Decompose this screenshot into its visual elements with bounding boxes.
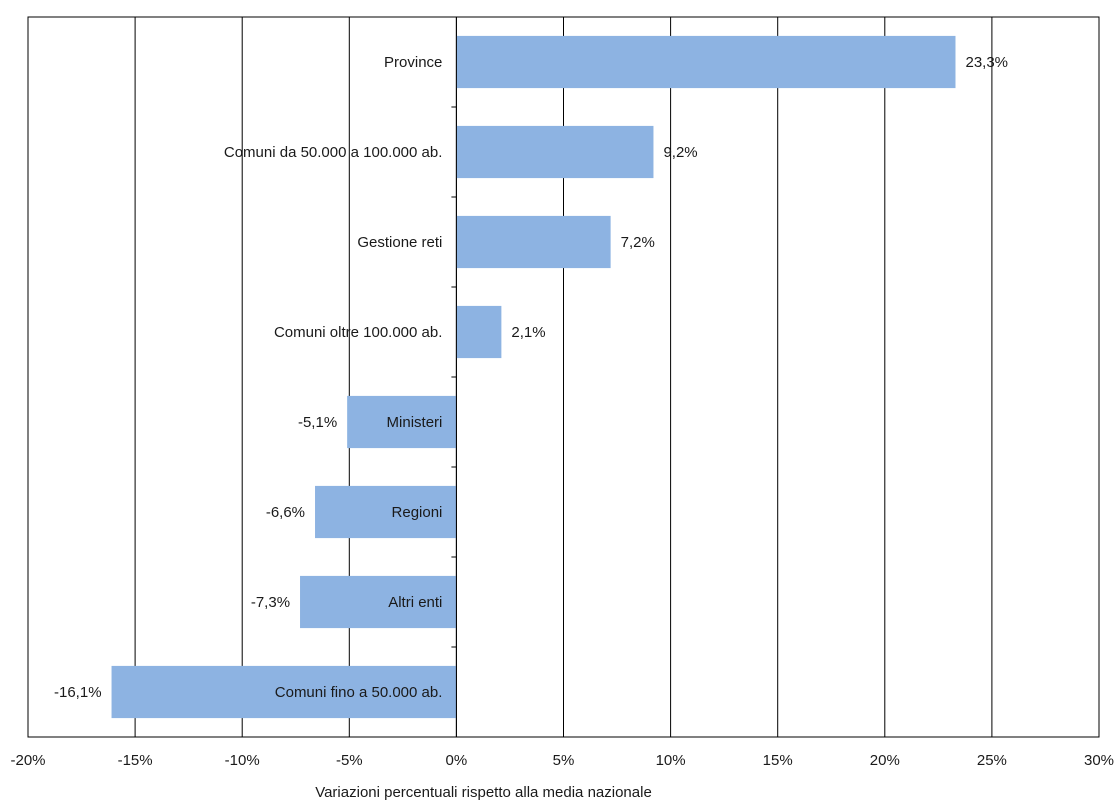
category-label-5: Regioni [392, 504, 443, 521]
data-label-0: 23,3% [965, 54, 1008, 71]
x-tick-label-9: 25% [977, 752, 1007, 769]
data-label-6: -7,3% [251, 594, 290, 611]
category-label-7: Comuni fino a 50.000 ab. [275, 684, 443, 701]
bar-0 [456, 35, 956, 89]
category-label-6: Altri enti [388, 594, 442, 611]
category-label-2: Gestione reti [357, 234, 442, 251]
x-tick-label-10: 30% [1084, 752, 1114, 769]
x-tick-label-2: -10% [225, 752, 260, 769]
category-label-1: Comuni da 50.000 a 100.000 ab. [224, 144, 443, 161]
grid-layer [27, 16, 1100, 738]
x-tick-label-1: -15% [118, 752, 153, 769]
x-tick-label-4: 0% [446, 752, 468, 769]
data-label-1: 9,2% [663, 144, 697, 161]
bar-2 [456, 215, 611, 269]
data-label-7: -16,1% [54, 684, 102, 701]
x-tick-label-3: -5% [336, 752, 363, 769]
label-layer: Province 23,3% Comuni da 50.000 a 100.000 … [54, 54, 1008, 701]
data-label-4: -5,1% [298, 414, 337, 431]
x-axis-title: Variazioni percentuali rispetto alla med… [315, 784, 652, 801]
x-tick-label-7: 15% [763, 752, 793, 769]
x-tick-label-6: 10% [656, 752, 686, 769]
bar-7 [111, 665, 457, 719]
axis-layer: -20% -15% -10% -5% 0% 5% 10% 15% 20% 25% 30% [10, 16, 1114, 769]
bar-1 [456, 125, 654, 179]
x-tick-label-0: -20% [10, 752, 45, 769]
category-label-3: Comuni oltre 100.000 ab. [274, 324, 442, 341]
category-label-4: Ministeri [387, 414, 443, 431]
data-label-3: 2,1% [511, 324, 545, 341]
bar-layer [111, 35, 956, 719]
bar-4 [347, 395, 457, 449]
category-label-0: Province [384, 54, 442, 71]
x-tick-label-8: 20% [870, 752, 900, 769]
bar-5 [315, 485, 457, 539]
bar-6 [300, 575, 457, 629]
data-label-5: -6,6% [266, 504, 305, 521]
bar-3 [456, 305, 502, 359]
x-tick-label-5: 5% [553, 752, 575, 769]
data-label-2: 7,2% [621, 234, 655, 251]
